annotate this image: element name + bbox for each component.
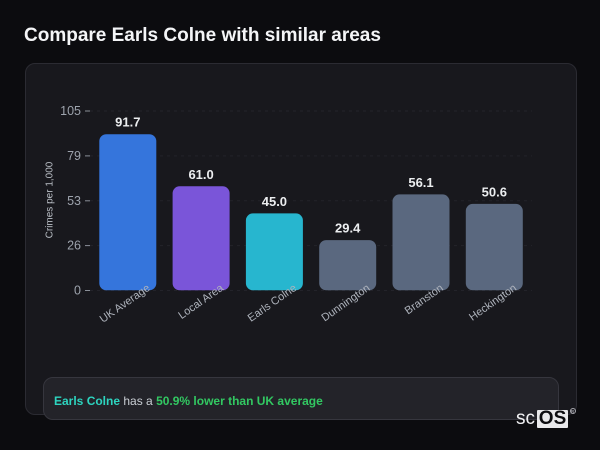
svg-text:29.4: 29.4 [335,221,361,236]
svg-text:45.0: 45.0 [262,194,287,209]
svg-text:26: 26 [67,239,81,253]
svg-text:91.7: 91.7 [115,115,140,130]
svg-text:50.6: 50.6 [482,184,507,199]
svg-text:0: 0 [74,284,81,298]
svg-text:Crimes per 1,000: Crimes per 1,000 [45,161,56,238]
svg-text:61.0: 61.0 [188,167,213,182]
svg-text:53: 53 [67,194,81,208]
svg-text:56.1: 56.1 [408,175,433,190]
svg-text:105: 105 [60,104,81,118]
svg-text:79: 79 [67,149,81,163]
